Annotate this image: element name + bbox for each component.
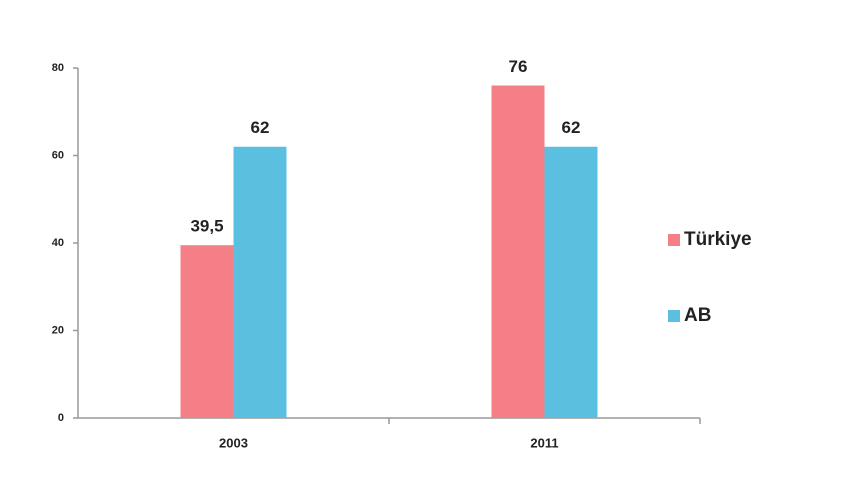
y-tick-label: 80: [52, 62, 64, 74]
legend-label: Türkiye: [684, 229, 752, 250]
y-tick-label: 40: [52, 237, 64, 249]
bar: [544, 146, 598, 418]
x-tick-label: 2003: [219, 435, 248, 450]
value-label: 39,5: [190, 217, 223, 236]
bar: [491, 85, 545, 418]
value-label: 62: [562, 118, 581, 137]
y-tick-label: 0: [58, 412, 64, 424]
legend-swatch: [668, 310, 680, 322]
value-label: 62: [251, 118, 270, 137]
y-tick-label: 60: [52, 149, 64, 161]
bar: [180, 245, 234, 418]
legend-label: AB: [684, 305, 711, 326]
legend-swatch: [668, 234, 680, 246]
x-tick-label: 2011: [530, 435, 558, 450]
value-label: 76: [509, 57, 528, 76]
bar: [233, 146, 287, 418]
y-tick-label: 20: [52, 324, 64, 336]
